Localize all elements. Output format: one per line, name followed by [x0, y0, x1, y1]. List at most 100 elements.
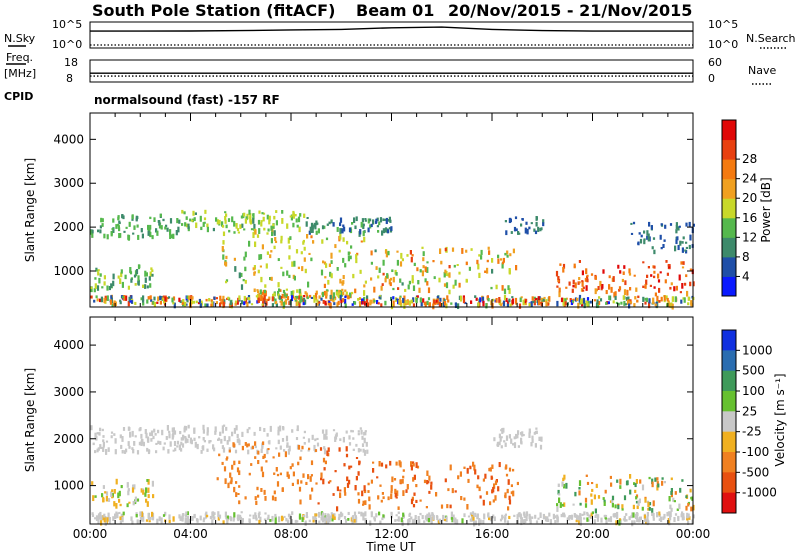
- data-cell: [124, 274, 127, 280]
- data-cell: [163, 442, 166, 445]
- data-cell: [102, 441, 105, 446]
- data-cell: [297, 266, 300, 270]
- data-cell: [339, 492, 342, 499]
- data-cell: [329, 480, 332, 483]
- data-cell: [364, 301, 367, 306]
- data-cell: [453, 264, 456, 268]
- data-cell: [537, 296, 540, 302]
- data-cell: [257, 460, 260, 465]
- data-cell: [666, 512, 669, 517]
- data-cell: [238, 295, 241, 301]
- data-cell: [268, 296, 271, 300]
- data-cell: [410, 461, 413, 467]
- data-cell: [355, 457, 359, 460]
- data-cell: [324, 300, 327, 306]
- data-cell: [240, 511, 243, 514]
- data-cell: [169, 229, 172, 236]
- data-cell: [416, 267, 419, 272]
- data-cell: [315, 220, 318, 226]
- data-cell: [685, 495, 688, 499]
- data-cell: [359, 229, 362, 235]
- data-cell: [118, 227, 121, 232]
- data-cell: [666, 272, 669, 276]
- data-cell: [660, 516, 663, 523]
- data-cell: [121, 281, 124, 288]
- data-cell: [512, 443, 515, 446]
- data-cell: [220, 438, 223, 444]
- data-cell: [357, 471, 360, 476]
- data-cell: [433, 299, 436, 305]
- data-cell: [395, 272, 398, 276]
- data-cell: [483, 513, 486, 520]
- data-cell: [288, 445, 291, 452]
- data-cell: [582, 297, 586, 304]
- data-cell: [139, 511, 142, 517]
- data-cell: [302, 436, 305, 439]
- data-cell: [435, 492, 438, 497]
- data-cell: [380, 462, 384, 467]
- data-cell: [338, 292, 341, 299]
- data-cell: [586, 481, 590, 485]
- data-cell: [214, 426, 217, 433]
- data-cell: [559, 502, 562, 508]
- data-cell: [282, 289, 286, 294]
- data-cell: [454, 517, 457, 520]
- data-cell: [139, 516, 142, 522]
- data-cell: [690, 303, 693, 307]
- data-cell: [625, 513, 628, 516]
- data-cell: [145, 498, 148, 503]
- data-cell: [327, 447, 330, 452]
- data-cell: [99, 427, 102, 432]
- data-cell: [325, 237, 329, 241]
- data-cell: [302, 239, 305, 243]
- data-cell: [235, 425, 238, 431]
- data-cell: [98, 277, 101, 284]
- data-cell: [185, 216, 188, 220]
- data-cell: [586, 275, 589, 281]
- data-cell: [682, 297, 685, 300]
- data-cell: [373, 517, 376, 522]
- data-cell: [151, 235, 154, 240]
- data-cell: [579, 515, 582, 521]
- data-cell: [152, 494, 155, 499]
- data-cell: [136, 498, 140, 502]
- data-cell: [261, 212, 264, 215]
- data-cell: [292, 471, 295, 477]
- data-cell: [210, 303, 213, 308]
- data-cell: [586, 517, 589, 522]
- data-cell: [370, 223, 373, 228]
- data-cell: [265, 298, 268, 303]
- data-cell: [348, 465, 351, 470]
- data-cell: [443, 283, 447, 287]
- data-cell: [651, 508, 654, 514]
- data-cell: [482, 520, 485, 525]
- data-cell: [648, 507, 651, 511]
- data-cell: [268, 215, 271, 222]
- data-cell: [277, 439, 280, 445]
- data-cell: [685, 274, 688, 278]
- data-cell: [145, 519, 149, 522]
- data-cell: [674, 245, 677, 252]
- data-cell: [594, 288, 597, 295]
- data-cell: [222, 447, 226, 453]
- data-cell: [279, 300, 282, 303]
- data-cell: [669, 504, 672, 510]
- data-cell: [323, 433, 326, 440]
- data-cell: [436, 296, 439, 301]
- data-cell: [644, 519, 647, 522]
- noise-left-tick-bottom: 10^0: [52, 38, 82, 51]
- data-cell: [506, 520, 509, 526]
- data-cell: [131, 487, 135, 493]
- data-cell: [144, 284, 147, 289]
- data-cell: [647, 233, 650, 239]
- data-cell: [286, 223, 289, 229]
- data-cell: [493, 437, 496, 442]
- data-cell: [648, 502, 652, 506]
- data-cell: [97, 269, 100, 272]
- data-cell: [284, 299, 288, 305]
- data-cell: [149, 295, 152, 300]
- data-cell: [345, 291, 348, 295]
- data-cell: [511, 296, 514, 299]
- data-cell: [271, 296, 274, 302]
- data-cell: [238, 272, 241, 279]
